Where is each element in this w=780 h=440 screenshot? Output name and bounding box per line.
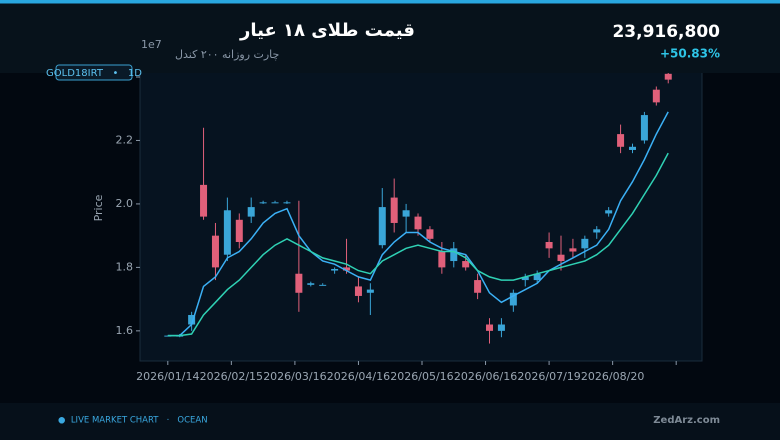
x-tick-label: 2026/04/16 — [327, 370, 390, 383]
candle-body — [307, 283, 315, 285]
x-tick-label: 2026/05/16 — [390, 370, 453, 383]
candle-body — [259, 202, 267, 204]
candle-body — [652, 89, 660, 103]
y-tick-label: 1.8 — [116, 260, 134, 273]
badge: GOLD18IRT • 1D — [46, 68, 142, 79]
y-tick-label: 2.2 — [116, 133, 134, 146]
candle-body — [450, 248, 458, 262]
moving-average — [167, 152, 669, 337]
plot-area — [139, 52, 703, 362]
candle-body — [188, 314, 196, 325]
badge-box — [55, 64, 133, 81]
candle-body — [581, 238, 589, 249]
x-tick-label: 2026/03/16 — [263, 370, 326, 383]
candle-body — [462, 261, 470, 268]
y-axis-label: Price — [92, 194, 105, 221]
candle-body — [319, 284, 327, 286]
candle-body — [569, 248, 577, 252]
candle-body — [557, 254, 565, 262]
candle-body — [486, 324, 494, 331]
candle-body — [438, 251, 446, 268]
x-tick-label: 2026/07/19 — [517, 370, 580, 383]
candle-body — [593, 229, 601, 233]
offset-label: 1e7 — [141, 38, 162, 51]
candle-body — [200, 184, 208, 217]
candle-body — [283, 202, 291, 204]
footer-brand: ZedArz.com — [653, 415, 720, 426]
candle-body — [343, 267, 351, 271]
candle-body — [533, 273, 541, 281]
accent-line — [0, 0, 780, 4]
moving-average — [167, 111, 669, 337]
candle-body — [640, 115, 648, 141]
candle-body — [521, 276, 529, 281]
y-tick-label: 1.6 — [116, 324, 134, 337]
candle-body — [497, 324, 505, 331]
candle-body — [628, 146, 636, 150]
candle-body — [235, 219, 243, 243]
price: 23,916,800 — [612, 22, 720, 42]
x-tick-label: 2026/02/15 — [200, 370, 263, 383]
candle-body — [247, 207, 255, 217]
candle-body — [354, 286, 362, 296]
candle-body — [295, 273, 303, 293]
title: قیمت طلای ۱۸ عیار — [239, 20, 415, 41]
candle-body — [402, 210, 410, 217]
change: +50.83% — [660, 47, 720, 61]
x-tick-label: 2026/06/16 — [454, 370, 517, 383]
x-tick-label: 2026/01/14 — [136, 370, 199, 383]
candle-body — [211, 235, 219, 268]
candle-body — [378, 207, 386, 246]
candle-body — [414, 216, 422, 230]
footer-band — [0, 403, 780, 440]
footer-live: ● LIVE MARKET CHART · OCEAN — [58, 416, 208, 426]
header: قیمت طلای ۱۸ عیار چارت روزانه ۲۰۰ کندل G… — [0, 0, 780, 81]
candle-body — [509, 292, 517, 306]
candle-body — [271, 202, 279, 204]
candle-body — [223, 210, 231, 255]
candle-body — [474, 280, 482, 293]
candle-body — [664, 73, 672, 80]
candle-body — [366, 289, 374, 293]
candle-body — [426, 229, 434, 239]
subtitle: چارت روزانه ۲۰۰ کندل — [175, 48, 279, 61]
candle-body — [331, 268, 339, 271]
candle-body — [390, 197, 398, 223]
candle-body — [545, 242, 553, 249]
header-band — [0, 0, 780, 73]
x-tick-label: 2026/08/20 — [581, 370, 644, 383]
y-tick-label: 2.0 — [116, 197, 134, 210]
candle-body — [605, 210, 613, 214]
plot: 1.61.82.02.22.42026/01/142026/02/152026/… — [92, 52, 703, 383]
candle-body — [617, 134, 625, 147]
